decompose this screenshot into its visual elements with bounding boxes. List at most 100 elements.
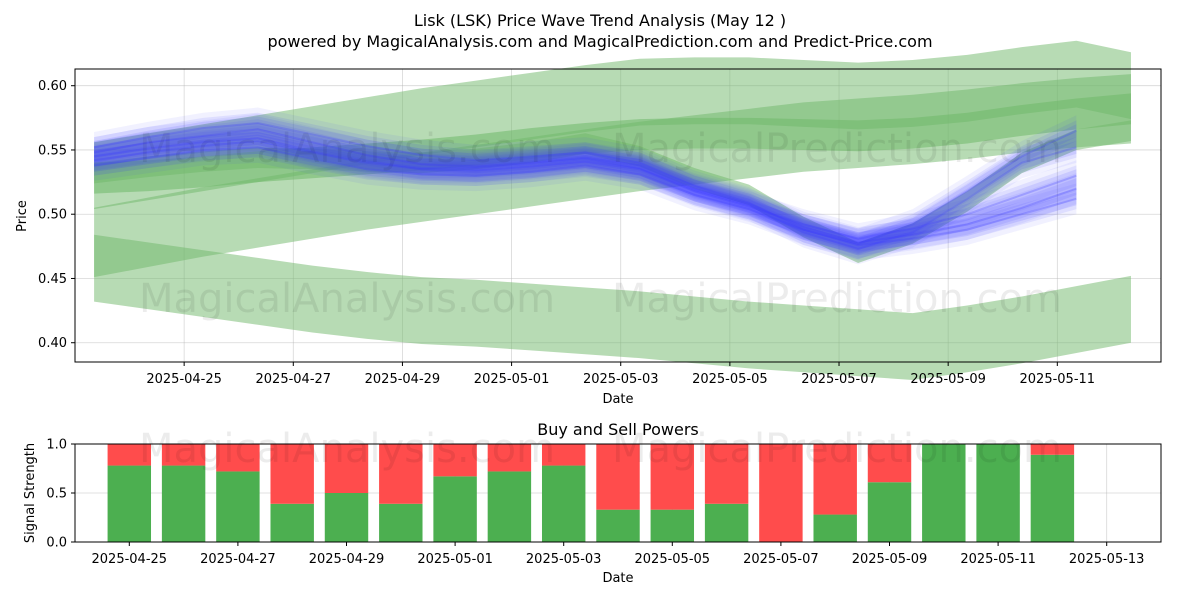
price-x-ticks: 2025-04-25 2025-04-27 2025-04-29 2025-05-01…: [146, 362, 1095, 387]
sell-bar: [596, 444, 640, 510]
watermark-analysis-bottom: MagicalAnalysis.com: [139, 426, 555, 472]
buy-bar: [1030, 454, 1075, 542]
price-y-ticks: 0.40 0.45 0.50 0.55 0.60: [38, 79, 75, 351]
buy-bar: [596, 509, 640, 542]
price-x-tick-label: 2025-05-03: [583, 372, 659, 387]
watermark-prediction-bottom: MagicalPrediction.com: [612, 426, 1062, 472]
sell-bar: [487, 444, 532, 472]
price-series-envelope: [94, 112, 1077, 256]
price-green-band: [94, 234, 1131, 380]
buy-bar: [976, 444, 1020, 542]
signal-y-tick-label: 1.0: [46, 438, 67, 453]
sell-bar: [1030, 444, 1075, 455]
buy-bar: [161, 465, 206, 542]
price-y-label: Price: [15, 200, 30, 232]
price-series-line: [93, 139, 1077, 240]
price-series-envelope: [94, 125, 1077, 255]
price-series-envelope: [94, 130, 1077, 249]
sell-bar: [379, 444, 423, 504]
signal-x-tick-label: 2025-05-07: [743, 552, 819, 567]
price-x-tick-label: 2025-05-07: [801, 372, 877, 387]
price-y-tick-label: 0.40: [38, 336, 67, 351]
price-y-tick-label: 0.60: [38, 79, 67, 94]
sell-bar: [759, 444, 803, 542]
signal-x-tick-label: 2025-05-05: [635, 552, 711, 567]
price-x-tick-label: 2025-04-29: [365, 372, 441, 387]
signal-chart: Buy and Sell Powers MagicalAnalysis.com …: [23, 420, 1162, 586]
price-series-line: [93, 137, 1077, 250]
watermark-analysis-mid: MagicalAnalysis.com: [139, 126, 555, 172]
buy-bar: [867, 482, 912, 542]
signal-x-tick-label: 2025-05-11: [960, 552, 1036, 567]
price-series-envelope: [94, 107, 1077, 261]
sell-bar: [107, 444, 152, 466]
buy-bar: [922, 444, 966, 542]
price-x-tick-label: 2025-05-11: [1020, 372, 1096, 387]
price-series-line: [93, 121, 1077, 247]
signal-bars: [107, 444, 1075, 542]
buy-bar: [813, 514, 857, 542]
watermark-analysis-top: MagicalAnalysis.com: [139, 276, 555, 322]
signal-x-tick-label: 2025-05-09: [852, 552, 928, 567]
signal-chart-title: Buy and Sell Powers: [537, 420, 699, 439]
signal-y-tick-label: 0.0: [46, 536, 67, 551]
sell-bar: [541, 444, 586, 466]
signal-y-ticks: 0.0 0.5 1.0: [46, 438, 75, 551]
buy-bar: [487, 471, 532, 542]
price-x-tick-label: 2025-04-27: [256, 372, 332, 387]
sell-bar: [704, 444, 749, 504]
price-series-line: [93, 129, 1077, 245]
price-x-tick-label: 2025-05-01: [474, 372, 550, 387]
price-chart: MagicalAnalysis.com MagicalPrediction.co…: [15, 40, 1162, 407]
signal-x-tick-label: 2025-04-25: [92, 552, 168, 567]
signal-x-tick-label: 2025-04-27: [200, 552, 276, 567]
sell-bar: [270, 444, 314, 504]
signal-x-tick-label: 2025-05-03: [526, 552, 602, 567]
buy-bar: [270, 503, 314, 542]
price-plot-frame: [74, 68, 1162, 363]
buy-bar: [433, 476, 477, 542]
price-series-envelope: [94, 134, 1077, 246]
signal-x-tick-label: 2025-05-01: [417, 552, 493, 567]
price-green-band: [94, 120, 1131, 264]
buy-bar: [541, 465, 586, 542]
signal-x-ticks: 2025-04-25 2025-04-27 2025-04-29 2025-05-01…: [92, 542, 1145, 567]
price-series-envelope: [94, 122, 1077, 249]
buy-bar: [216, 471, 260, 542]
price-x-tick-label: 2025-05-09: [910, 372, 986, 387]
signal-y-tick-label: 0.5: [46, 487, 67, 502]
signal-x-tick-label: 2025-05-13: [1069, 552, 1145, 567]
price-series-envelope: [94, 116, 1077, 252]
price-series-envelope: [94, 113, 1077, 258]
buy-bar: [704, 503, 749, 542]
signal-x-label: Date: [602, 571, 633, 586]
buy-bar: [324, 493, 369, 542]
sell-bar: [216, 444, 260, 472]
price-x-label: Date: [602, 392, 633, 407]
price-green-bands: [94, 40, 1131, 380]
sell-bar: [433, 444, 477, 477]
watermark-prediction-top: MagicalPrediction.com: [612, 276, 1062, 322]
price-series-envelope: [94, 128, 1077, 260]
price-series-envelope: [94, 115, 1077, 260]
price-y-tick-label: 0.45: [38, 272, 67, 287]
sell-bar: [650, 444, 695, 510]
price-y-tick-label: 0.55: [38, 143, 67, 158]
sell-bar: [813, 444, 857, 515]
sell-bar: [867, 444, 912, 483]
price-series-envelope: [94, 131, 1077, 256]
chart-subtitle: powered by MagicalAnalysis.com and Magic…: [267, 32, 932, 51]
sell-bar: [161, 444, 206, 466]
price-green-band: [94, 74, 1131, 278]
price-x-tick-label: 2025-05-05: [692, 372, 768, 387]
buy-bar: [379, 503, 423, 542]
price-x-tick-label: 2025-04-25: [146, 372, 222, 387]
price-blue-series: [93, 107, 1077, 265]
price-series-envelope: [94, 122, 1077, 265]
price-series-line: [93, 128, 1077, 244]
chart-title: Lisk (LSK) Price Wave Trend Analysis (Ma…: [414, 11, 786, 30]
price-y-tick-label: 0.50: [38, 208, 67, 223]
signal-x-tick-label: 2025-04-29: [309, 552, 385, 567]
price-series-envelope: [94, 119, 1077, 253]
